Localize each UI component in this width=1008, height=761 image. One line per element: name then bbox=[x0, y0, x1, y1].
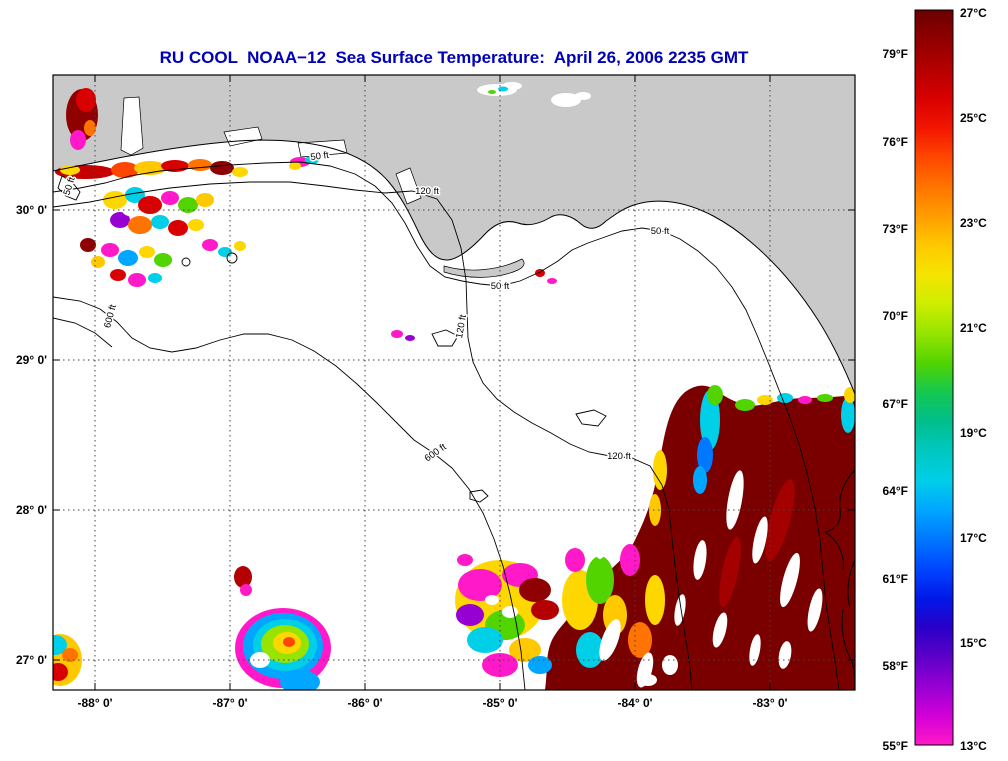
svg-text:-88° 0': -88° 0' bbox=[77, 696, 112, 710]
clouds-over-land bbox=[477, 82, 591, 107]
svg-text:23°C: 23°C bbox=[960, 216, 987, 230]
svg-text:25°C: 25°C bbox=[960, 111, 987, 125]
svg-text:73°F: 73°F bbox=[883, 222, 908, 236]
st-andrew-bay bbox=[395, 167, 422, 205]
figure-title: RU COOL NOAA−12 Sea Surface Temperature:… bbox=[160, 48, 749, 67]
svg-text:30° 0': 30° 0' bbox=[16, 203, 47, 217]
svg-text:120 ft: 120 ft bbox=[415, 186, 439, 197]
svg-text:27°C: 27°C bbox=[960, 6, 987, 20]
svg-text:19°C: 19°C bbox=[960, 426, 987, 440]
svg-text:21°C: 21°C bbox=[960, 321, 987, 335]
sst-patches-northwest bbox=[55, 88, 319, 287]
svg-text:58°F: 58°F bbox=[883, 659, 908, 673]
svg-text:61°F: 61°F bbox=[883, 572, 908, 586]
svg-text:-84° 0': -84° 0' bbox=[617, 696, 652, 710]
graticule bbox=[53, 75, 855, 690]
svg-text:67°F: 67°F bbox=[883, 397, 908, 411]
barrier-island bbox=[443, 258, 525, 278]
svg-text:76°F: 76°F bbox=[883, 135, 908, 149]
plot-border bbox=[52, 74, 856, 691]
svg-text:-87° 0': -87° 0' bbox=[212, 696, 247, 710]
svg-text:-85° 0': -85° 0' bbox=[482, 696, 517, 710]
axis-ticks bbox=[53, 75, 855, 690]
svg-text:17°C: 17°C bbox=[960, 531, 987, 545]
sst-patch-left-edge bbox=[53, 634, 82, 686]
colorbar-fahrenheit-labels: 79°F 76°F 73°F 70°F 67°F 64°F 61°F 58°F … bbox=[883, 47, 908, 753]
colorbar-celsius-labels: 27°C 25°C 23°C 21°C 19°C 17°C 15°C 13°C bbox=[960, 6, 987, 753]
svg-text:13°C: 13°C bbox=[960, 739, 987, 753]
svg-text:64°F: 64°F bbox=[883, 484, 908, 498]
svg-text:70°F: 70°F bbox=[883, 309, 908, 323]
mobile-bay bbox=[120, 96, 144, 156]
svg-text:-86° 0': -86° 0' bbox=[347, 696, 382, 710]
svg-text:28° 0': 28° 0' bbox=[16, 503, 47, 517]
svg-text:29° 0': 29° 0' bbox=[16, 353, 47, 367]
colorbar: 79°F 76°F 73°F 70°F 67°F 64°F 61°F 58°F … bbox=[883, 6, 988, 753]
svg-text:120 ft: 120 ft bbox=[607, 451, 631, 462]
map-plot-area: 50 ft 50 ft 50 ft 50 ft 120 ft 120 ft 12… bbox=[53, 75, 855, 690]
svg-text:50 ft: 50 ft bbox=[310, 150, 330, 164]
svg-text:15°C: 15°C bbox=[960, 636, 987, 650]
svg-text:79°F: 79°F bbox=[883, 47, 908, 61]
sst-patch-south-center bbox=[455, 560, 559, 677]
colorbar-gradient bbox=[914, 9, 954, 746]
sst-swirl-southwest bbox=[234, 566, 331, 690]
svg-text:-83° 0': -83° 0' bbox=[752, 696, 787, 710]
svg-text:50 ft: 50 ft bbox=[491, 281, 510, 292]
contour-50ft-loop bbox=[57, 175, 81, 201]
sst-specks bbox=[391, 269, 557, 566]
sst-fringe-south bbox=[562, 531, 665, 688]
contour-120ft bbox=[53, 181, 693, 690]
y-axis-labels: 30° 0' 29° 0' 28° 0' 27° 0' bbox=[16, 203, 47, 667]
svg-text:50 ft: 50 ft bbox=[651, 226, 670, 237]
coastal-bays bbox=[120, 96, 422, 205]
x-axis-labels: -88° 0' -87° 0' -86° 0' -85° 0' -84° 0' … bbox=[77, 696, 787, 710]
svg-text:55°F: 55°F bbox=[883, 739, 908, 753]
contour-600ft bbox=[53, 296, 526, 690]
bathymetry-contours bbox=[53, 161, 840, 690]
svg-text:27° 0': 27° 0' bbox=[16, 653, 47, 667]
contour-50ft bbox=[53, 161, 840, 690]
